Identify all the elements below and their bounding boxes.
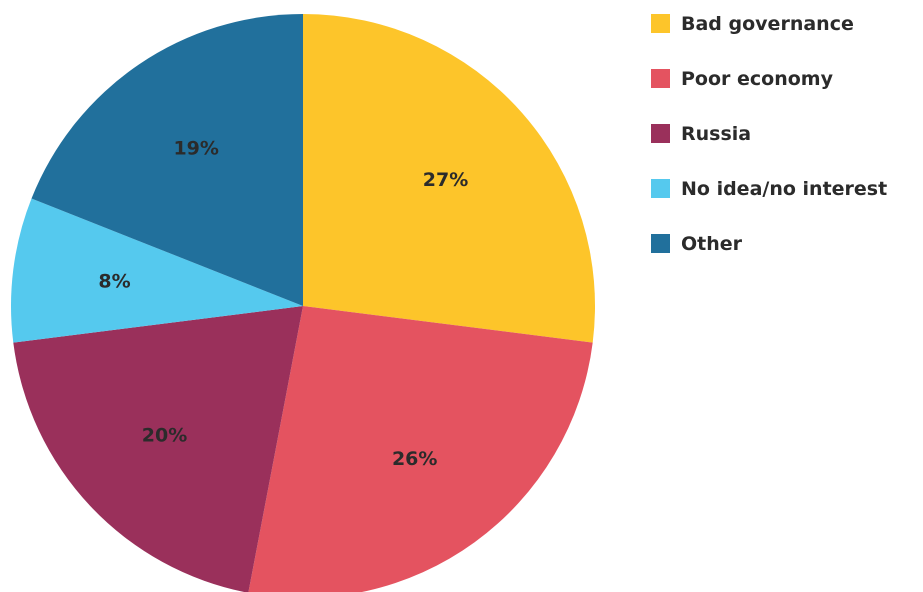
slice-value-label-other: 19% [173, 137, 218, 159]
pie-slice-labels: 27% 26% 20% 8% 19% [98, 137, 468, 470]
pie-slice-other [31, 14, 303, 306]
pie-slice-no-idea-no-interest [10, 198, 304, 343]
pie-slice-bad-governance [303, 14, 596, 343]
legend-swatch-poor-economy [651, 69, 670, 88]
pie-slice-russia [13, 306, 303, 592]
slice-value-label-poor-economy: 26% [392, 448, 437, 470]
legend-swatch-bad-governance [651, 14, 670, 33]
pie-slice-poor-economy [248, 306, 593, 592]
slice-value-label-no-idea-no-interest: 8% [98, 271, 130, 293]
legend-label-no-idea-no-interest: No idea/no interest [681, 178, 887, 200]
legend-label-other: Other [681, 233, 743, 255]
pie-slices [10, 14, 596, 592]
slice-value-label-russia: 20% [142, 425, 187, 447]
legend-label-poor-economy: Poor economy [681, 68, 834, 90]
slice-value-label-bad-governance: 27% [423, 169, 468, 191]
legend-label-russia: Russia [681, 123, 751, 145]
legend-swatch-no-idea-no-interest [651, 179, 670, 198]
legend-label-bad-governance: Bad governance [681, 13, 854, 35]
legend-swatch-other [651, 234, 670, 253]
legend-swatch-russia [651, 124, 670, 143]
legend: Bad governance Poor economy Russia No idea/… [651, 13, 887, 255]
